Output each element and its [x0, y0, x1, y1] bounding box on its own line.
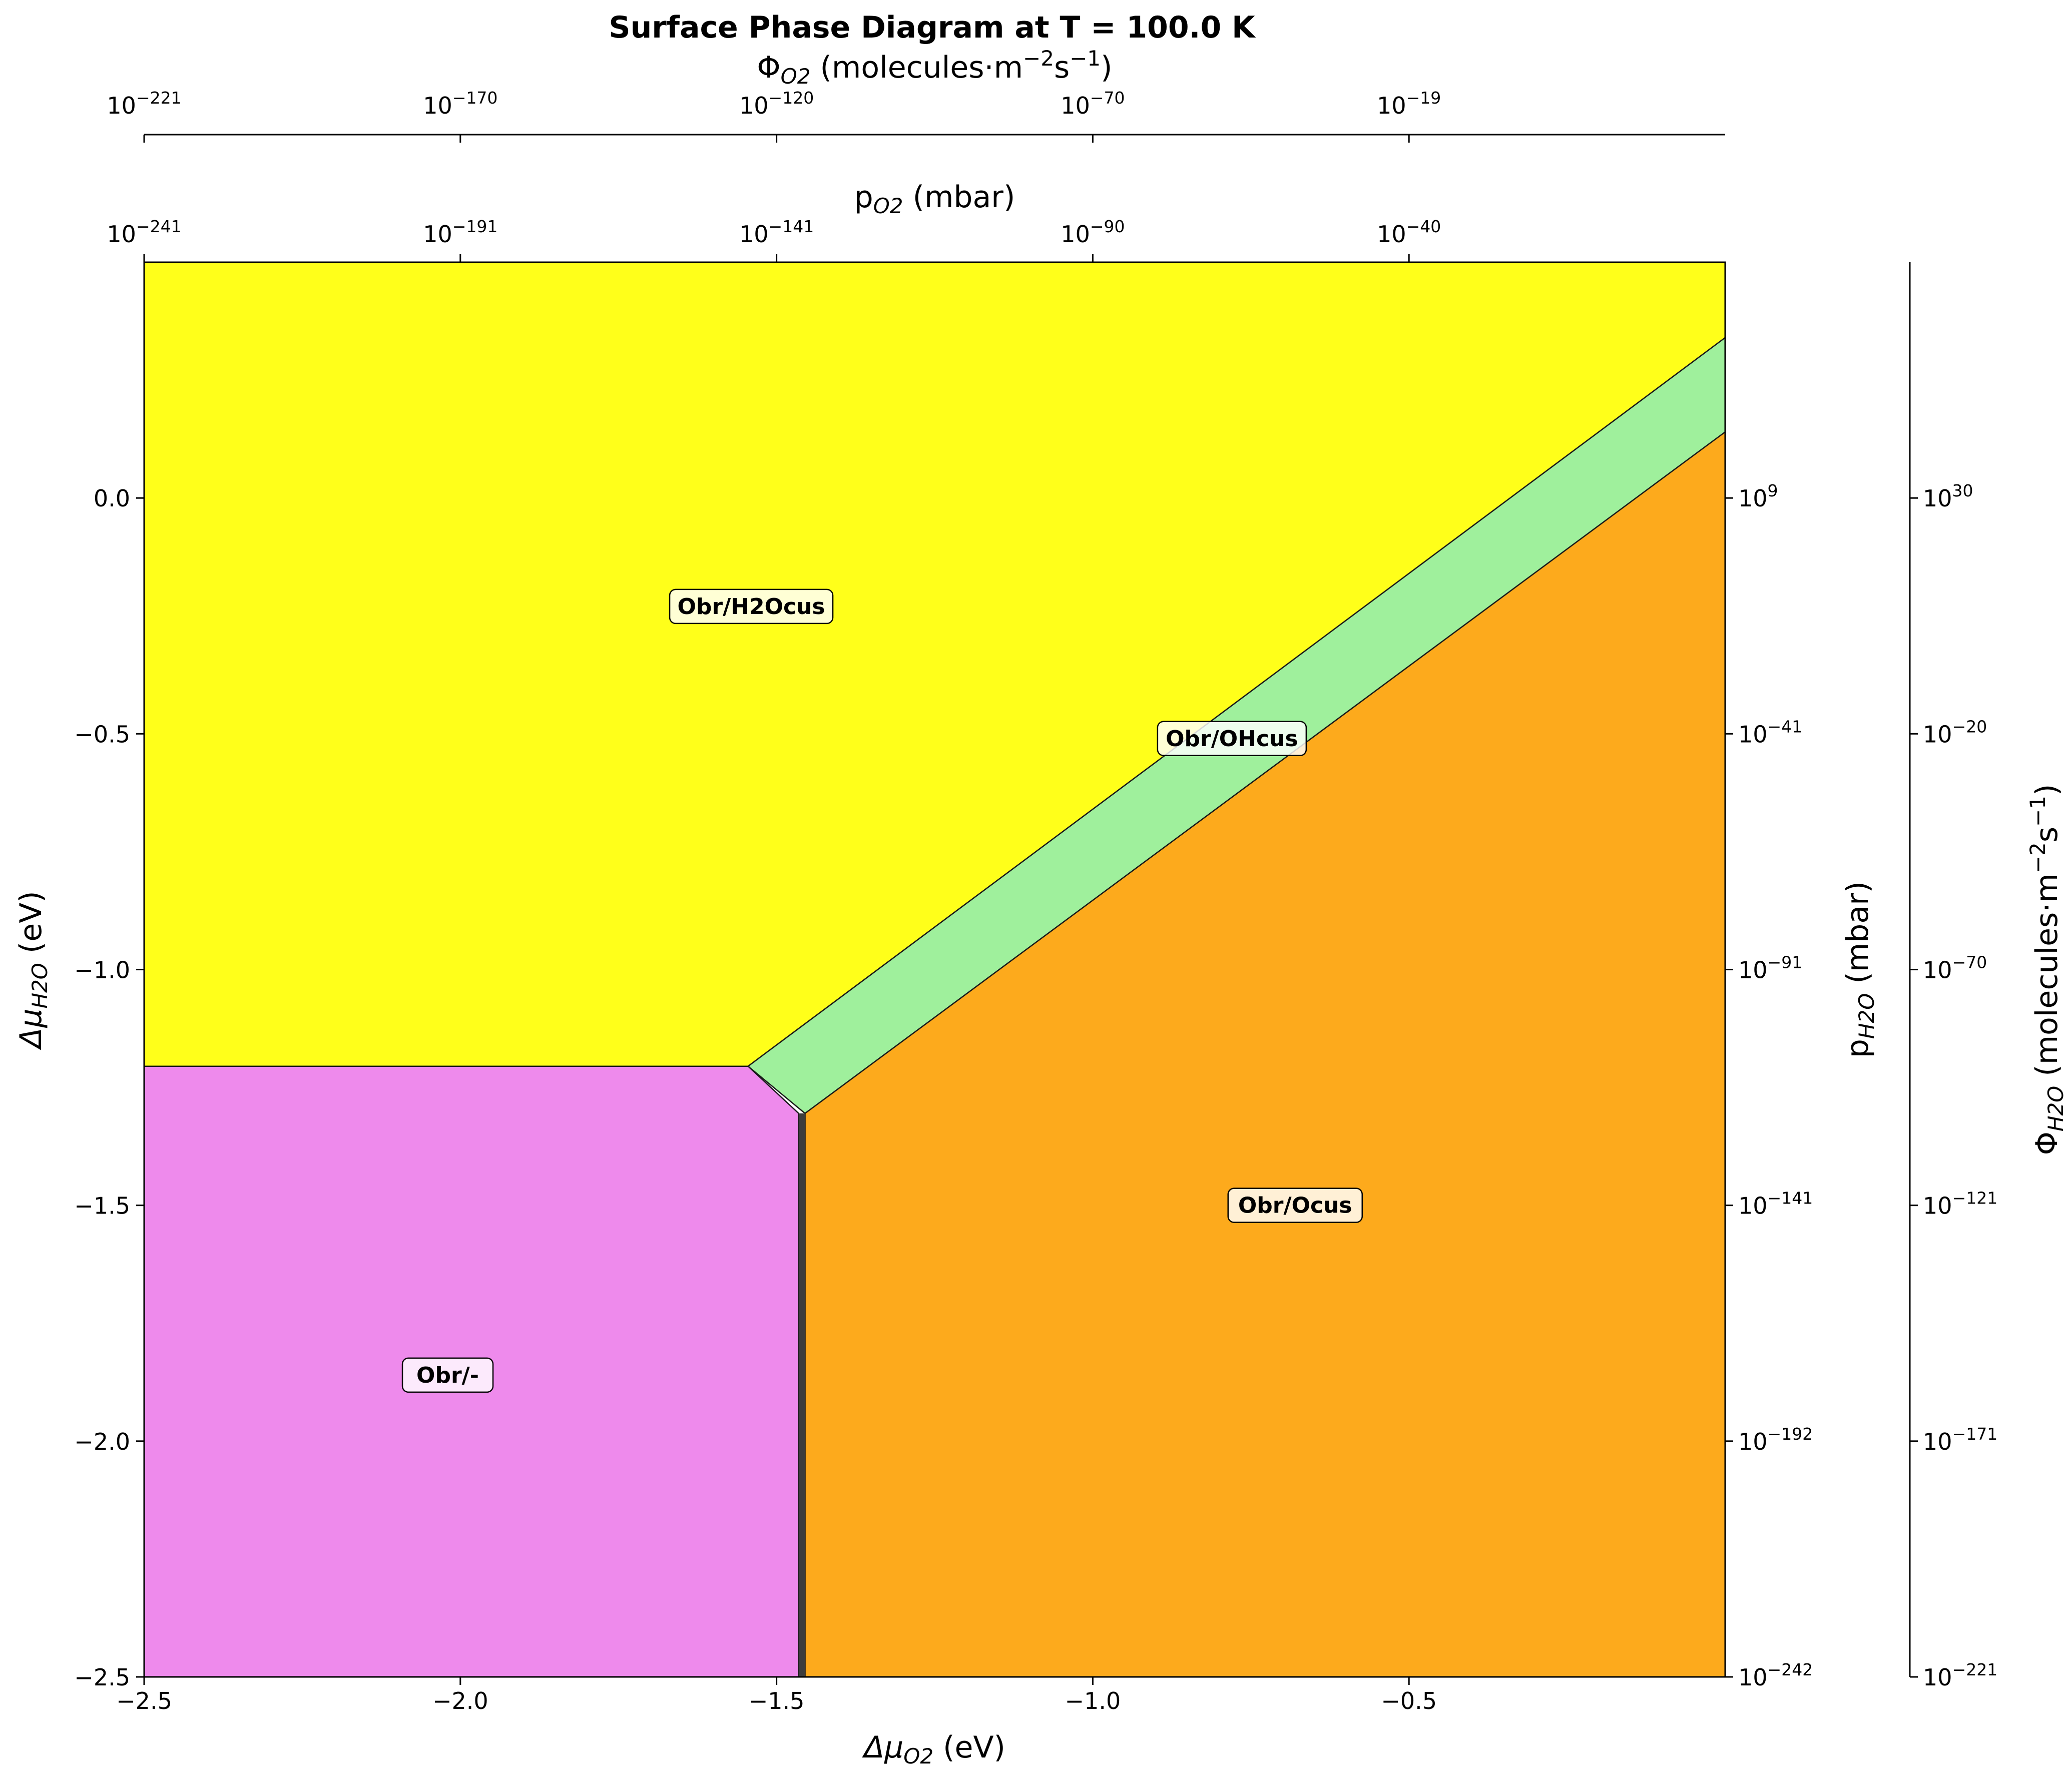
- right-inner-tick-label: 10−141: [1738, 1189, 1813, 1220]
- phase-label-box: [401, 1357, 494, 1393]
- right-outer-axis-title: ΦH2O (molecules·m−2s−1): [2025, 784, 2068, 1155]
- top-inner-tick-label: 10−241: [107, 217, 181, 248]
- chart-axes: −2.5 −2.0 −1.5 −1.0 −0.5 0.0 −0.5 −1.0 −1.5 −2.0 −…: [14, 46, 2068, 1768]
- phase-label-text: Obr/OHcus: [1166, 726, 1298, 752]
- right-outer-tick-label: 10−121: [1923, 1189, 1997, 1220]
- right-inner-axis-title: pH2O (mbar): [1840, 881, 1879, 1058]
- y-tick-label: −0.5: [74, 721, 130, 748]
- phase-label-text: Obr/H2Ocus: [678, 594, 825, 620]
- y-axis-title: ΔμH2O (eV): [14, 891, 52, 1050]
- right-inner-tick-label: 10−192: [1738, 1424, 1813, 1455]
- top-inner-tick-label: 10−40: [1377, 217, 1441, 248]
- y-tick-label: −1.0: [74, 957, 130, 984]
- top-inner-tick-label: 10−191: [423, 217, 497, 248]
- top-outer-axis-title: ΦO2 (molecules·m−2s−1): [757, 46, 1112, 89]
- top-inner-axis-title: pO2 (mbar): [854, 180, 1015, 218]
- top-outer-tick-label: 10−19: [1377, 88, 1441, 119]
- phase-label-obr-: Obr/-: [401, 1357, 494, 1393]
- top-inner-tick-label: 10−90: [1061, 217, 1125, 248]
- right-inner-tick-label: 10−41: [1738, 717, 1802, 748]
- top-outer-tick-label: 10−70: [1061, 88, 1125, 119]
- top-outer-tick-label: 10−120: [739, 88, 814, 119]
- right-inner-tick-label: 10−242: [1738, 1660, 1813, 1691]
- top-inner-tick-label: 10−141: [739, 217, 814, 248]
- x-axis-title: ΔμO2 (eV): [862, 1730, 1005, 1768]
- phase-label-obr-ohcus: Obr/OHcus: [1157, 721, 1307, 757]
- phase-label-obr-h2ocus: Obr/H2Ocus: [669, 588, 834, 625]
- right-outer-tick-label: 10−171: [1923, 1424, 1997, 1455]
- right-inner-tick-label: 109: [1738, 481, 1778, 512]
- phase-label-text: Obr/Ocus: [1238, 1193, 1352, 1219]
- right-outer-tick-label: 10−221: [1923, 1660, 1997, 1691]
- y-tick-label: −1.5: [74, 1193, 130, 1220]
- phase-label-text: Obr/-: [416, 1363, 479, 1388]
- x-tick-label: −2.0: [432, 1687, 488, 1714]
- x-tick-label: −1.0: [1065, 1687, 1121, 1714]
- x-tick-label: −0.5: [1381, 1687, 1437, 1714]
- phase-label-box: [1227, 1188, 1363, 1223]
- right-inner-tick-label: 10−91: [1738, 953, 1802, 984]
- right-outer-tick-label: 10−70: [1923, 953, 1987, 984]
- top-outer-tick-label: 10−221: [107, 88, 181, 119]
- chart-title: Surface Phase Diagram at T = 100.0 K: [609, 10, 1256, 45]
- phase-label-box: [669, 588, 834, 625]
- right-outer-tick-label: 1030: [1923, 481, 1973, 512]
- phase-label-obr-ocus: Obr/Ocus: [1227, 1188, 1363, 1223]
- y-tick-label: −2.5: [74, 1664, 130, 1691]
- y-tick-label: −2.0: [74, 1428, 130, 1455]
- x-tick-label: −1.5: [749, 1687, 805, 1714]
- phase-labels: Obr/H2Ocus Obr/OHcus Obr/Ocus Obr/-: [401, 588, 1363, 1393]
- right-outer-tick-label: 10−20: [1923, 717, 1987, 748]
- phase-regions: [143, 261, 1726, 1678]
- top-outer-tick-label: 10−170: [423, 88, 497, 119]
- phase-label-box: [1157, 721, 1307, 757]
- y-tick-label: 0.0: [94, 485, 130, 512]
- x-tick-label: −2.5: [116, 1687, 172, 1714]
